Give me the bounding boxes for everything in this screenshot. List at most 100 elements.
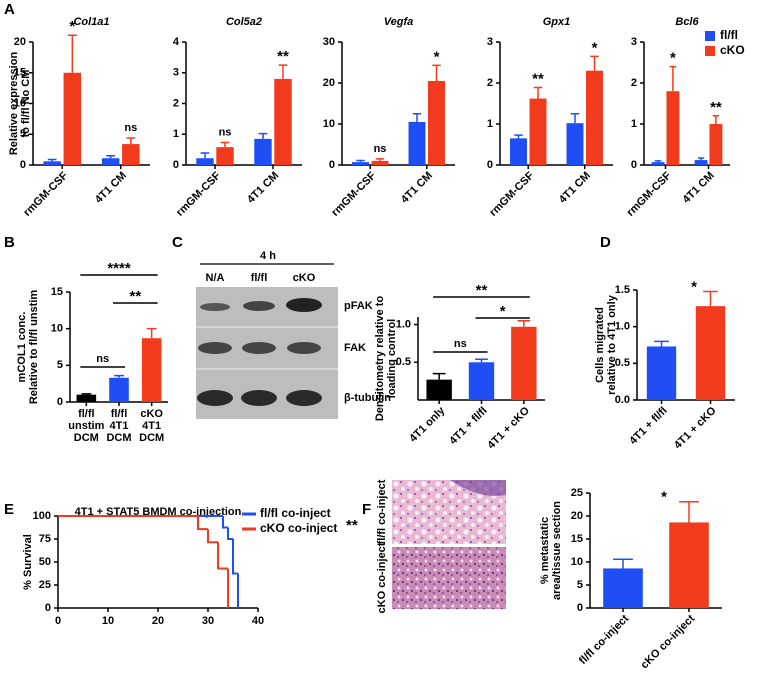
- bar: [216, 147, 234, 165]
- y-tick-label: 5: [57, 359, 63, 371]
- survival-step: [197, 516, 208, 531]
- significance-label: *: [691, 278, 697, 295]
- x-tick-label: rmGM-CSF: [174, 169, 223, 218]
- x-tick-label: 10: [102, 615, 114, 627]
- y-tick-label: 0: [487, 159, 493, 171]
- y-tick-label: 10: [14, 97, 26, 109]
- panel-label: E: [4, 501, 14, 518]
- chart-title: Gpx1: [543, 16, 571, 28]
- error-bar: [514, 134, 523, 139]
- y-tick-label: 15: [14, 67, 26, 79]
- y-tick-label: 5: [577, 579, 583, 591]
- error-bar: [679, 500, 699, 523]
- bar: [666, 91, 680, 165]
- y-tick-label: 0: [57, 396, 63, 408]
- x-tick-label: 20: [152, 615, 164, 627]
- y-tick-label: 1: [173, 128, 179, 140]
- significance-label: ns: [124, 122, 137, 134]
- y-tick-label: 1.5: [615, 284, 630, 296]
- y-tick-label: 0: [577, 602, 583, 614]
- bar: [63, 72, 82, 165]
- bar: [646, 346, 677, 400]
- y-axis-label: % metastatic: [539, 517, 551, 584]
- x-tick-label: fl/fl co-inject: [577, 612, 632, 667]
- chart-title: Bcl6: [675, 16, 699, 28]
- histology-image: [450, 480, 506, 496]
- error-bar: [106, 155, 116, 159]
- y-tick-label: 1.0: [396, 318, 411, 330]
- y-tick-label: 75: [39, 533, 51, 545]
- x-tick-label: 4T1 + cKO: [485, 404, 532, 451]
- y-axis-label: to fl/fl No CM: [20, 70, 32, 138]
- blot-band: [286, 298, 322, 312]
- bar: [141, 338, 162, 402]
- bar: [695, 306, 726, 400]
- x-tick-label: DCM: [74, 432, 99, 444]
- y-tick-label: 0: [631, 159, 637, 171]
- x-tick-label: 4T1 only: [407, 404, 448, 445]
- blot-band: [198, 342, 232, 354]
- error-bar: [654, 160, 662, 163]
- y-axis-label: Densitometry relative to: [374, 296, 386, 422]
- y-tick-label: 0: [20, 159, 26, 171]
- blot-divider: [196, 368, 338, 370]
- panel-label: A: [4, 1, 15, 18]
- bar: [254, 138, 272, 165]
- x-tick-label: 4T1 CM: [93, 170, 129, 206]
- protein-label: pFAK: [344, 300, 373, 312]
- bar: [408, 121, 426, 165]
- error-bar: [517, 320, 531, 327]
- y-tick-label: 0: [329, 159, 335, 171]
- bracket-label: **: [129, 288, 141, 305]
- error-bar: [669, 65, 677, 92]
- y-tick-label: 2: [631, 77, 637, 89]
- y-tick-label: 1: [487, 118, 493, 130]
- bracket-label: **: [476, 282, 488, 299]
- western-blot: 4 h N/A fl/fl cKO pFAK FAK β-tubulin: [196, 250, 391, 419]
- error-bar: [114, 374, 124, 378]
- bar: [510, 138, 527, 165]
- error-bar: [432, 64, 441, 81]
- error-bar: [570, 113, 580, 124]
- bar: [709, 124, 723, 165]
- error-bar: [146, 327, 157, 339]
- x-tick-label: 30: [202, 615, 214, 627]
- y-tick-label: 15: [51, 286, 63, 298]
- y-tick-label: 20: [323, 77, 335, 89]
- blot-band: [197, 390, 233, 406]
- y-tick-label: 1: [631, 118, 637, 130]
- error-bar: [475, 358, 488, 363]
- bar: [586, 70, 603, 165]
- significance-label: *: [434, 48, 440, 65]
- error-bar: [47, 158, 57, 162]
- protein-label: FAK: [344, 342, 366, 354]
- y-tick-label: 15: [571, 533, 583, 545]
- y-tick-label: 0.0: [615, 394, 630, 406]
- y-tick-label: 30: [323, 36, 335, 48]
- lane-label: cKO: [293, 272, 316, 284]
- chart-title: Col5a2: [226, 16, 262, 28]
- y-tick-label: 5: [20, 128, 26, 140]
- error-bar: [412, 113, 422, 122]
- x-tick-label: 40: [252, 615, 264, 627]
- histology-label: fl/fl co-inject: [376, 479, 388, 544]
- x-tick-label: cKO co-inject: [639, 612, 698, 671]
- x-tick-label: 4T1: [142, 420, 161, 432]
- blot-band: [200, 303, 230, 311]
- x-tick-label: 4T1 CM: [557, 170, 593, 206]
- y-tick-label: 100: [33, 510, 51, 522]
- y-tick-label: 2: [173, 97, 179, 109]
- y-axis-label: relative to 4T1 only: [606, 294, 618, 395]
- bar: [101, 158, 120, 165]
- error-bar: [126, 137, 136, 145]
- y-axis-label: % Survival: [22, 534, 34, 590]
- y-tick-label: 0: [173, 159, 179, 171]
- x-tick-label: 4T1 + cKO: [672, 404, 719, 451]
- bar: [76, 394, 97, 402]
- protein-label: β-tubulin: [344, 392, 391, 404]
- bar: [468, 362, 495, 400]
- y-tick-label: 20: [14, 36, 26, 48]
- error-bar: [356, 159, 365, 163]
- x-tick-label: 4T1 CM: [399, 170, 435, 206]
- survival-step: [222, 516, 228, 529]
